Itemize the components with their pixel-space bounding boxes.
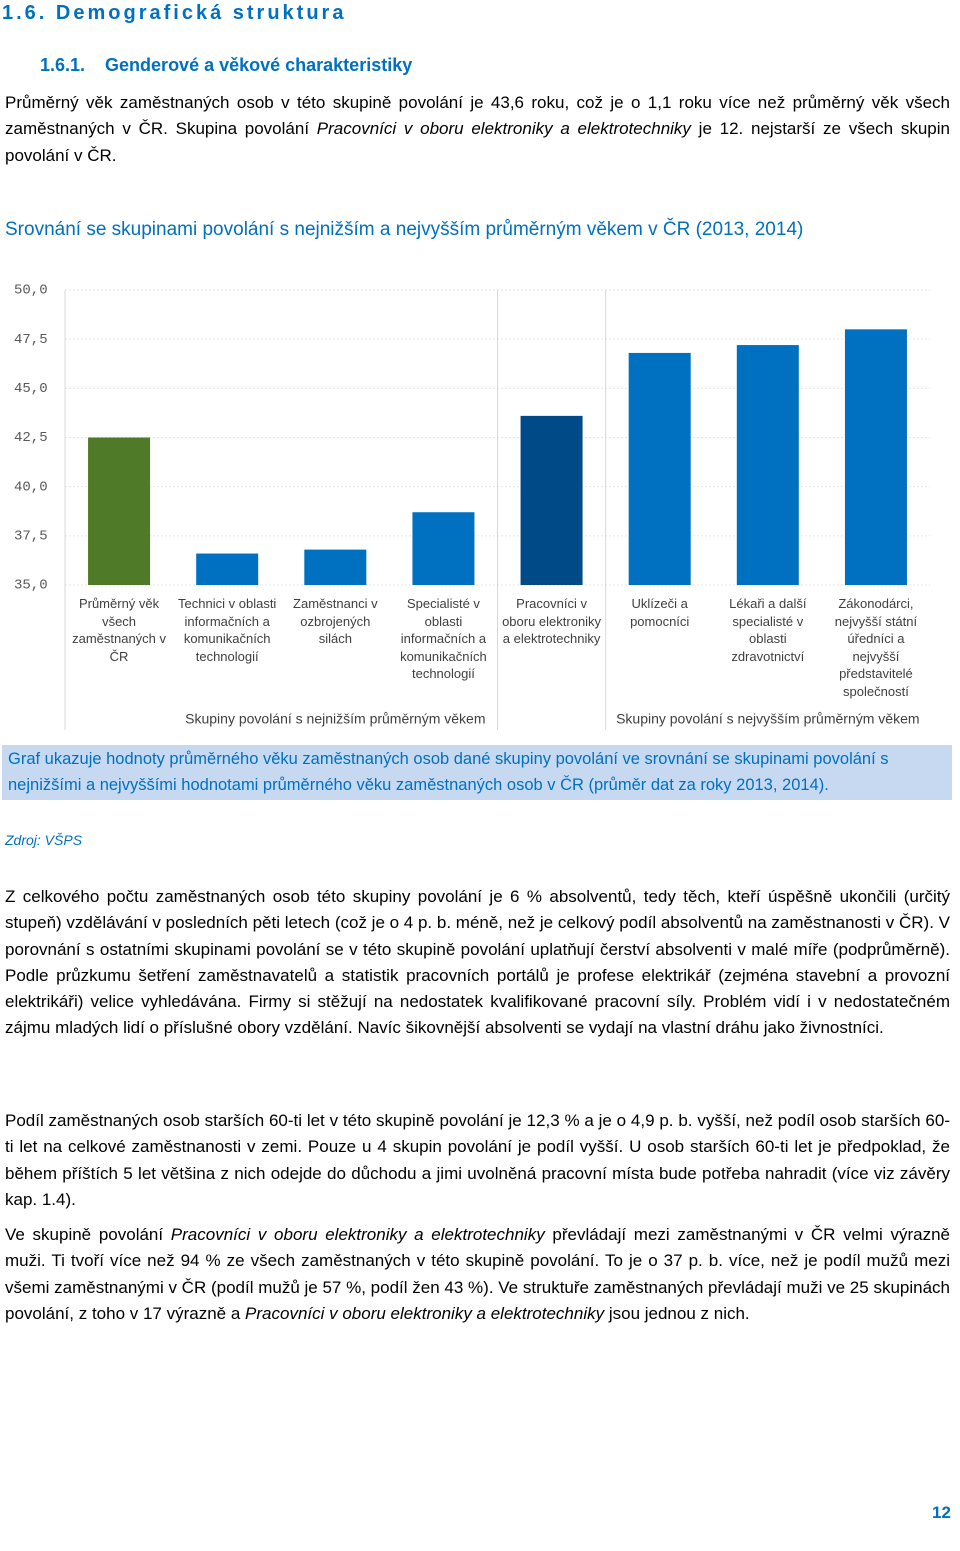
bar: [736, 345, 799, 585]
bar: [844, 329, 907, 585]
group-label: Skupiny povolání s nejnižším průměrným v…: [185, 711, 485, 727]
y-tick-label: 45,0: [14, 381, 48, 397]
bar: [304, 549, 367, 585]
italic-text: Pracovníci v oboru elektroniky a elektro…: [316, 119, 691, 139]
text: Průměrný věk zaměstnaných osob v této sk…: [5, 93, 950, 139]
x-tick-label: Pracovníci v oboru elektroniky a elektro…: [502, 596, 602, 647]
text: převládají mezi zaměstnanými v ČR velmi …: [5, 1225, 950, 1323]
bar: [520, 415, 583, 585]
section-heading: 1.6. Demografická struktura: [2, 2, 346, 25]
text: Podíl zaměstnaných osob starších 60-ti l…: [5, 1111, 950, 1209]
subsection-title: Genderové a věkové charakteristiky: [105, 55, 413, 75]
text: jsou jednou z nich.: [604, 1303, 750, 1323]
x-tick-label: Průměrný věk všech zaměstnaných v ČR: [72, 596, 167, 664]
y-tick-label: 47,5: [14, 332, 48, 348]
bar: [88, 437, 151, 585]
text: Ve skupině povolání: [5, 1225, 171, 1244]
italic-text: Pracovníci v oboru elektroniky a elektro…: [245, 1303, 605, 1323]
bar: [196, 553, 259, 585]
subsection-heading: 1.6.1. Genderové a věkové charakteristiky: [40, 55, 412, 76]
x-tick-label: Zákonodárci, nejvyšší státní úředníci a …: [834, 596, 918, 699]
paragraph: Z celkového počtu zaměstnaných osob této…: [5, 884, 950, 1042]
bar: [628, 352, 691, 585]
text: Z celkového počtu zaměstnaných osob této…: [5, 887, 950, 1038]
chart-svg: 35,0 37,5 40,0 42,5 45,0 47,5 50,0 Skupiny povo…: [14, 283, 930, 730]
bar: [412, 512, 475, 585]
paragraph: Ve skupině povolání Pracovníci v oboru e…: [5, 1222, 950, 1327]
y-tick-label: 50,0: [14, 283, 48, 299]
section-title: Demografická struktura: [55, 2, 347, 24]
source: Zdroj: VŠPS: [5, 832, 83, 848]
y-tick-label: 37,5: [14, 529, 48, 545]
intro: Průměrný věk zaměstnaných osob v této sk…: [5, 90, 950, 169]
x-tick-label: Lékaři a další specialisté v oblasti zdr…: [729, 596, 807, 664]
x-tick-label: Technici v oblasti informačních a komuni…: [178, 596, 277, 664]
text: je 12. nejstarší ze všech skupin povolán…: [5, 119, 950, 165]
subsection-number: 1.6.1.: [40, 55, 86, 75]
chart: 35,0 37,5 40,0 42,5 45,0 47,5 50,0 Skupiny povo…: [0, 270, 960, 735]
chart-caption: Graf ukazuje hodnoty průměrného věku zam…: [2, 745, 952, 800]
italic-text: Pracovníci v oboru elektroniky a elektro…: [170, 1225, 545, 1244]
page-number: 12: [932, 1503, 951, 1522]
x-tick-label: Uklízeči a pomocníci: [630, 596, 690, 629]
y-tick-label: 35,0: [14, 578, 48, 594]
x-tick-label: Specialisté v oblasti informačních a kom…: [400, 596, 487, 682]
y-tick-label: 40,0: [14, 479, 48, 495]
paragraph: Podíl zaměstnaných osob starších 60-ti l…: [5, 1108, 950, 1213]
x-tick-label: Zaměstnanci v ozbrojených silách: [293, 596, 378, 647]
section-number: 1.6.: [2, 2, 48, 24]
y-tick-label: 42,5: [14, 430, 48, 446]
chart-title: Srovnání se skupinami povolání s nejnižš…: [5, 219, 804, 240]
group-label: Skupiny povolání s nejvyšším průměrným v…: [616, 711, 919, 727]
